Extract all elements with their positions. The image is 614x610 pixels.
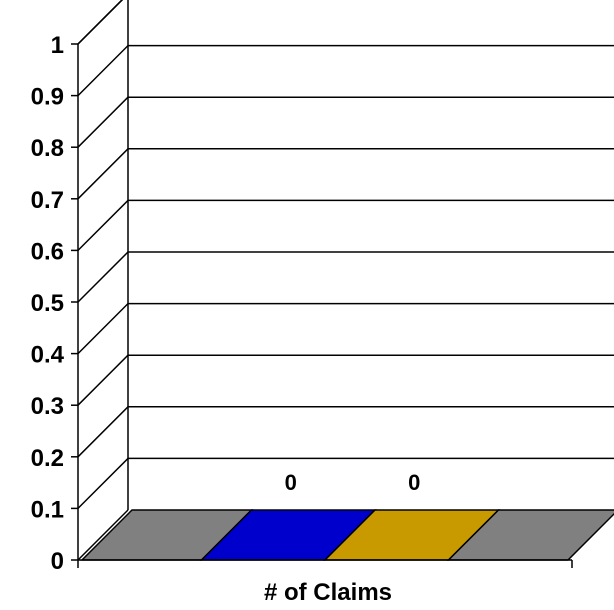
side-gridline — [77, 251, 129, 303]
y-tick-label: 0 — [51, 548, 64, 575]
side-gridline — [77, 509, 129, 561]
side-gridline — [77, 148, 129, 200]
y-tick-label: 1 — [51, 32, 64, 59]
x-axis-title: # of Claims — [264, 579, 392, 606]
side-gridline — [77, 96, 129, 148]
side-gridline — [77, 45, 129, 97]
side-gridline — [77, 457, 129, 509]
side-gridline — [77, 354, 129, 406]
y-tick-label: 0.3 — [31, 393, 64, 420]
y-tick-label: 0.1 — [31, 496, 64, 523]
y-tick-label: 0.7 — [31, 187, 64, 214]
chart-walls — [77, 0, 129, 510]
y-tick-label: 0.2 — [31, 445, 64, 472]
data-label: 0 — [408, 470, 420, 495]
y-tick-label: 0.5 — [31, 290, 64, 317]
y-tick-labels: 0 0.1 0.2 0.3 0.4 0.5 0.6 0.7 0.8 0.9 1 — [31, 32, 65, 575]
side-gridline — [77, 406, 129, 458]
chart-floor — [80, 509, 614, 561]
gridlines — [77, 0, 614, 561]
side-gridline — [77, 0, 124, 45]
axes — [71, 43, 573, 568]
side-gridline — [77, 303, 129, 355]
y-tick-label: 0.6 — [31, 238, 64, 265]
y-tick-label: 0.4 — [31, 342, 65, 369]
data-label: 0 — [285, 470, 297, 495]
y-tick-label: 0.9 — [31, 84, 64, 111]
y-tick-label: 0.8 — [31, 135, 64, 162]
side-gridline — [77, 199, 129, 251]
